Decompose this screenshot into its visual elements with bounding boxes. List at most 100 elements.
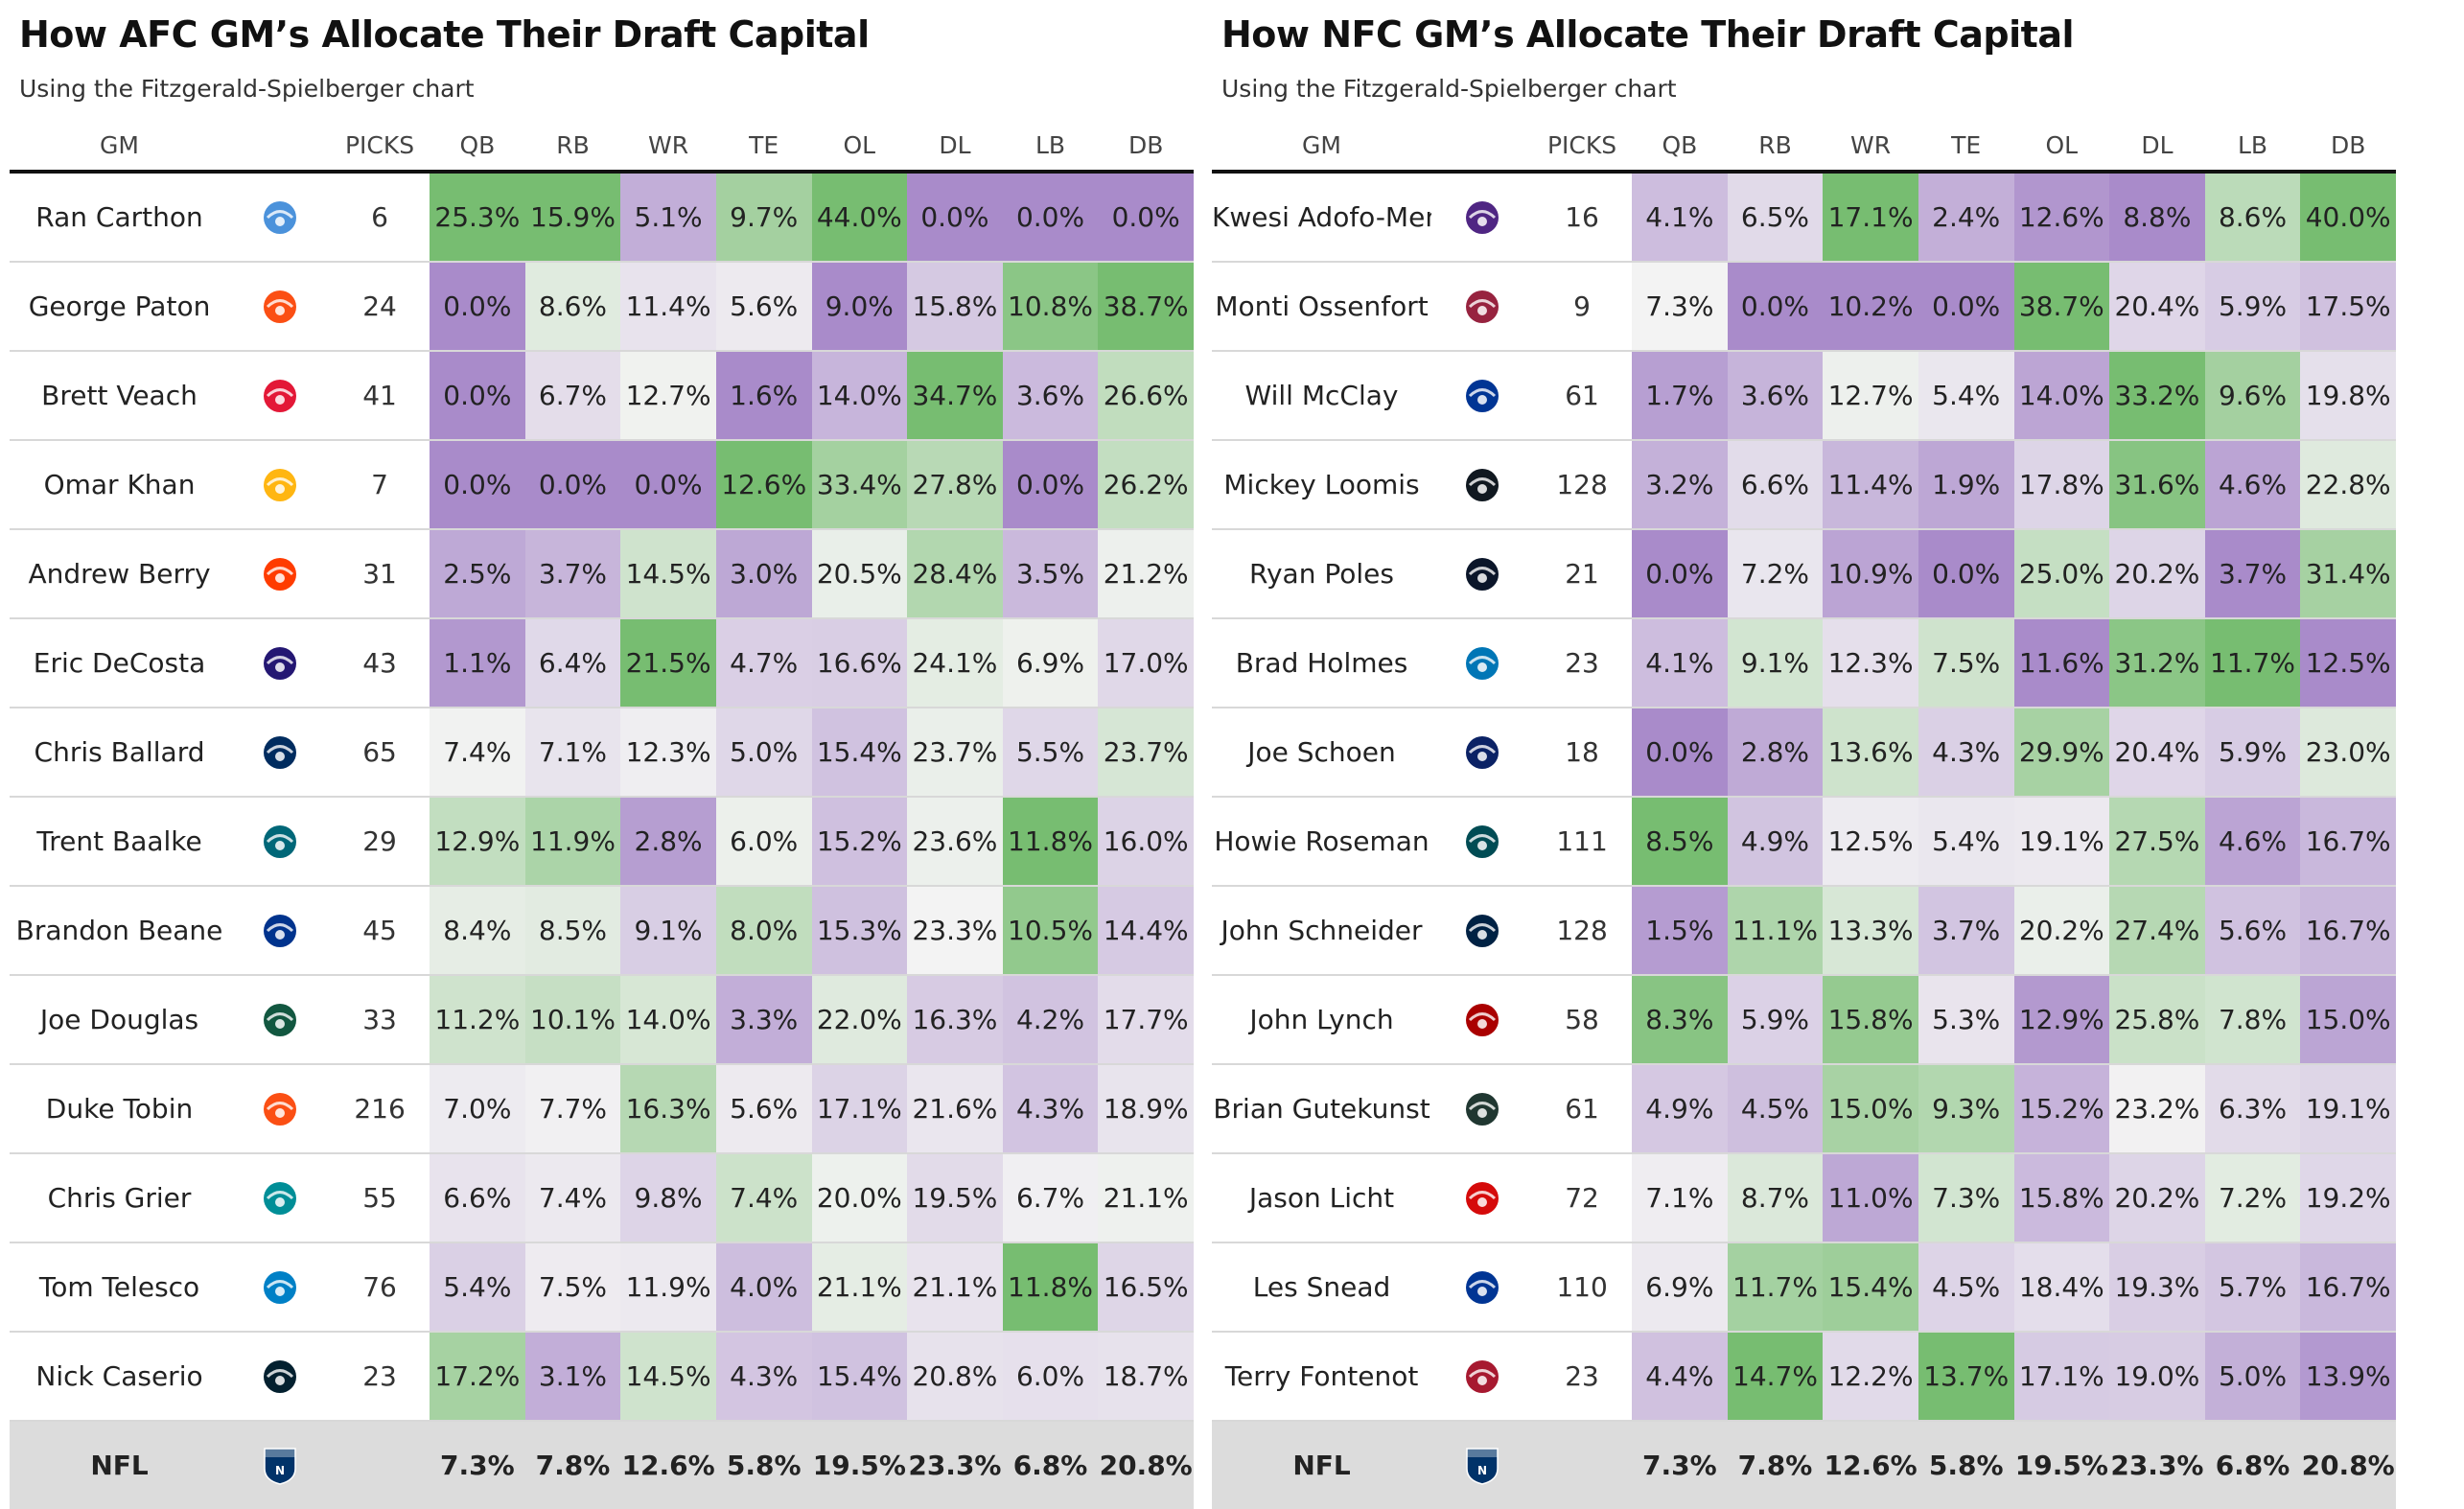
cell-rb: 3.7%: [524, 529, 621, 619]
cell-wr: 5.1%: [620, 172, 716, 263]
nfl-label: NFL: [1212, 1421, 1432, 1509]
cell-lb: 0.0%: [1002, 440, 1099, 530]
table-row: Brandon Beane 45 8.4% 8.5% 9.1% 8.0% 15.3% 23.3…: [10, 886, 1194, 976]
cell-db: 19.8%: [2300, 351, 2396, 441]
cell-db: 18.9%: [1098, 1064, 1194, 1154]
table-row: Tom Telesco 76 5.4% 7.5% 11.9% 4.0% 21.1% 21.1%…: [10, 1242, 1194, 1333]
cell-qb: 0.0%: [1632, 529, 1728, 619]
table-row: Chris Grier 55 6.6% 7.4% 9.8% 7.4% 20.0% 19.5% 6…: [10, 1153, 1194, 1243]
gm-name: Chris Grier: [10, 1153, 230, 1243]
cell-lb: 7.8%: [2204, 975, 2301, 1065]
cell-lb: 5.6%: [2204, 886, 2301, 976]
cell-wr: 16.3%: [620, 1064, 716, 1154]
cell-ol: 14.0%: [2013, 351, 2110, 441]
cell-wr: 11.0%: [1823, 1153, 1918, 1243]
cell-db: 17.0%: [1098, 618, 1194, 708]
table-row: Will McClay 61 1.7% 3.6% 12.7% 5.4% 14.0% 33.2%…: [1212, 351, 2396, 441]
cell-ol: 9.0%: [811, 262, 908, 352]
picks-count: 23: [1532, 1332, 1633, 1422]
gm-name: Mickey Loomis: [1212, 440, 1432, 530]
cell-ol: 12.9%: [2013, 975, 2110, 1065]
cell-ol: 14.0%: [811, 351, 908, 441]
cell-rb: 3.1%: [524, 1332, 621, 1422]
cell-qb: 1.7%: [1632, 351, 1728, 441]
cell-db: 12.5%: [2300, 618, 2396, 708]
cell-dl: 23.3%: [907, 886, 1003, 976]
cell-lb: 4.6%: [2204, 797, 2301, 887]
cell-ol: 22.0%: [811, 975, 908, 1065]
cell-rb: 0.0%: [524, 440, 621, 530]
eagles-logo-icon: [1431, 797, 1533, 887]
browns-logo-icon: [229, 529, 331, 619]
header-picks: PICKS: [330, 120, 430, 174]
table-row: Brad Holmes 23 4.1% 9.1% 12.3% 7.5% 11.6% 31.2%…: [1212, 618, 2396, 708]
picks-count: 16: [1532, 172, 1633, 263]
cell-qb: 4.1%: [1632, 172, 1728, 263]
header-db: DB: [1098, 120, 1194, 174]
header-wr: WR: [620, 120, 716, 174]
cell-wr: 15.8%: [1823, 975, 1918, 1065]
cell-db: 21.2%: [1098, 529, 1194, 619]
cell-rb: 0.0%: [1727, 262, 1824, 352]
header-logo: [1431, 120, 1533, 174]
cell-db: 16.0%: [1098, 797, 1194, 887]
cell-wr: 12.5%: [1823, 797, 1918, 887]
header-te: TE: [715, 120, 812, 174]
cell-rb: 7.2%: [1727, 529, 1824, 619]
chiefs-logo-icon: [229, 351, 331, 441]
cell-wr: 12.6%: [1823, 1421, 1918, 1509]
cell-wr: 10.9%: [1823, 529, 1918, 619]
table-row: Ran Carthon 6 25.3% 15.9% 5.1% 9.7% 44.0% 0.0% 0…: [10, 172, 1194, 263]
gm-name: Monti Ossenfort: [1212, 262, 1432, 352]
gm-name: Ryan Poles: [1212, 529, 1432, 619]
header-rb: RB: [524, 120, 621, 174]
gm-name: John Schneider: [1212, 886, 1432, 976]
table-row: Joe Schoen 18 0.0% 2.8% 13.6% 4.3% 29.9% 20.4% 5…: [1212, 708, 2396, 798]
cell-qb: 0.0%: [1632, 708, 1728, 798]
cell-ol: 20.2%: [2013, 886, 2110, 976]
cell-qb: 11.2%: [430, 975, 525, 1065]
cell-ol: 33.4%: [811, 440, 908, 530]
cell-dl: 23.3%: [2109, 1421, 2205, 1509]
table-row: Nick Caserio 23 17.2% 3.1% 14.5% 4.3% 15.4% 20.…: [10, 1332, 1194, 1422]
table-row: Howie Roseman 111 8.5% 4.9% 12.5% 5.4% 19.1% 27…: [1212, 797, 2396, 887]
header-dl: DL: [2109, 120, 2205, 174]
header-gm: GM: [1212, 120, 1432, 174]
cell-te: 0.0%: [1918, 262, 2014, 352]
cell-qb: 7.3%: [430, 1421, 525, 1509]
cell-wr: 11.4%: [620, 262, 716, 352]
cell-te: 4.3%: [1918, 708, 2014, 798]
cell-db: 16.7%: [2300, 886, 2396, 976]
cell-qb: 7.3%: [1632, 262, 1728, 352]
cell-rb: 6.6%: [1727, 440, 1824, 530]
cell-qb: 6.9%: [1632, 1242, 1728, 1333]
cell-ol: 20.0%: [811, 1153, 908, 1243]
cell-te: 3.3%: [715, 975, 812, 1065]
cell-te: 8.0%: [715, 886, 812, 976]
cell-lb: 4.2%: [1002, 975, 1099, 1065]
cell-te: 13.7%: [1918, 1332, 2014, 1422]
cell-wr: 14.0%: [620, 975, 716, 1065]
cell-qb: 8.4%: [430, 886, 525, 976]
cell-qb: 1.5%: [1632, 886, 1728, 976]
cell-db: 19.1%: [2300, 1064, 2396, 1154]
cell-te: 4.3%: [715, 1332, 812, 1422]
cell-lb: 11.8%: [1002, 1242, 1099, 1333]
header-ol: OL: [811, 120, 908, 174]
cell-db: 19.2%: [2300, 1153, 2396, 1243]
cell-db: 31.4%: [2300, 529, 2396, 619]
picks-count: 33: [330, 975, 430, 1065]
picks-count: 29: [330, 797, 430, 887]
picks-count: 9: [1532, 262, 1633, 352]
header-wr: WR: [1823, 120, 1918, 174]
afc-subtitle: Using the Fitzgerald-Spielberger chart: [19, 75, 475, 103]
nfl-logo-icon: N: [229, 1421, 331, 1509]
gm-name: Joe Schoen: [1212, 708, 1432, 798]
cell-dl: 33.2%: [2109, 351, 2205, 441]
cell-rb: 10.1%: [524, 975, 621, 1065]
nfl-logo-icon: N: [1431, 1421, 1533, 1509]
cell-db: 14.4%: [1098, 886, 1194, 976]
cell-lb: 5.9%: [2204, 262, 2301, 352]
cell-lb: 6.9%: [1002, 618, 1099, 708]
cell-rb: 7.1%: [524, 708, 621, 798]
